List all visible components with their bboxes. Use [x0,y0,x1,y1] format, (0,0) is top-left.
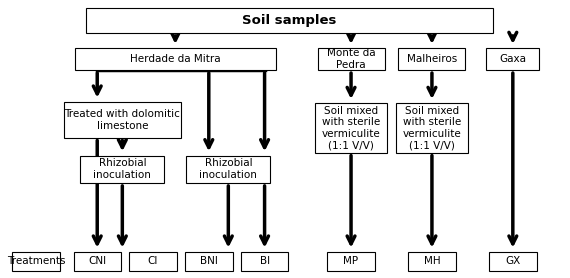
Text: CNI: CNI [88,257,106,267]
Text: BNI: BNI [200,257,218,267]
FancyBboxPatch shape [75,48,276,70]
Text: Rhizobial
inoculation: Rhizobial inoculation [93,158,151,180]
FancyBboxPatch shape [186,155,270,183]
FancyBboxPatch shape [12,252,60,271]
Text: CI: CI [148,257,158,267]
FancyBboxPatch shape [129,252,177,271]
FancyBboxPatch shape [317,48,385,70]
FancyBboxPatch shape [396,103,468,153]
Text: Treatments: Treatments [7,257,65,267]
Text: Treated with dolomitic
limestone: Treated with dolomitic limestone [64,109,180,131]
Text: Herdade da Mitra: Herdade da Mitra [130,54,221,64]
FancyBboxPatch shape [80,155,164,183]
FancyBboxPatch shape [74,252,121,271]
FancyBboxPatch shape [327,252,374,271]
Text: BI: BI [259,257,270,267]
Text: Rhizobial
inoculation: Rhizobial inoculation [200,158,257,180]
FancyBboxPatch shape [64,102,181,138]
Text: Soil samples: Soil samples [242,14,337,27]
Text: Malheiros: Malheiros [407,54,457,64]
FancyBboxPatch shape [398,48,466,70]
Text: Soil mixed
with sterile
vermiculite
(1:1 V/V): Soil mixed with sterile vermiculite (1:1… [402,106,461,150]
Text: GX: GX [505,257,520,267]
FancyBboxPatch shape [489,252,536,271]
Text: Monte da
Pedra: Monte da Pedra [327,48,376,70]
FancyBboxPatch shape [408,252,455,271]
FancyBboxPatch shape [315,103,387,153]
Text: MP: MP [344,257,359,267]
Text: MH: MH [424,257,440,267]
Text: Soil mixed
with sterile
vermiculite
(1:1 V/V): Soil mixed with sterile vermiculite (1:1… [321,106,380,150]
FancyBboxPatch shape [185,252,233,271]
FancyBboxPatch shape [241,252,288,271]
FancyBboxPatch shape [486,48,539,70]
Text: Gaxa: Gaxa [499,54,526,64]
FancyBboxPatch shape [86,8,493,33]
